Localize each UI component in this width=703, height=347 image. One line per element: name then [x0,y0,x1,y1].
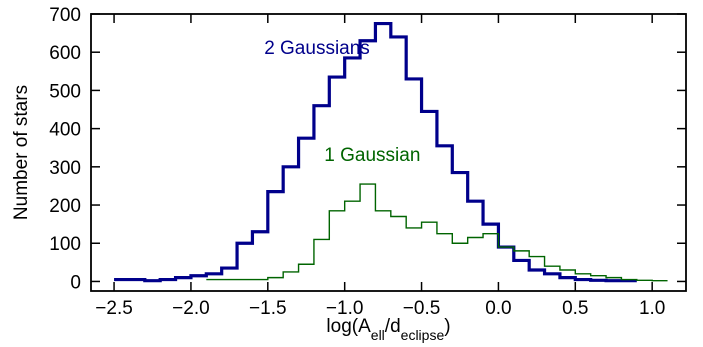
series-line-two-gaussians [114,21,637,283]
y-tick-label: 700 [49,5,81,26]
ticks-layer: −2.5 −2.0 −1.5 −1.0 −0.5 0.0 0.5 1.0 0 100 200 300 4… [49,5,686,319]
x-tick-label: 0.0 [485,298,511,319]
y-tick-label: 100 [49,234,81,255]
y-tick-label: 500 [49,81,81,102]
series-layer [114,21,668,283]
x-tick-label: −2.5 [95,298,133,319]
y-tick-label: 600 [49,43,81,64]
x-tick-label: −1.5 [249,298,287,319]
plot-area: −2.5 −2.0 −1.5 −1.0 −0.5 0.0 0.5 1.0 0 100 200 300 4… [49,5,687,319]
x-tick-label: −2.0 [172,298,210,319]
y-tick-label: 0 [70,272,81,293]
y-tick-label: 300 [49,158,81,179]
plot-frame [90,13,687,292]
annotation-one-gaussian: 1 Gaussian [324,145,420,166]
y-axis-label: Number of stars [11,85,32,220]
annotation-layer: 2 Gaussians 1 Gaussian [264,38,420,166]
x-axis-label: log(Aell/declipse) [326,316,450,343]
x-tick-label: −1.0 [326,298,364,319]
x-tick-label: −0.5 [403,298,441,319]
y-tick-label: 200 [49,196,81,217]
annotation-two-gaussians: 2 Gaussians [264,38,370,59]
x-tick-label: 1.0 [639,298,665,319]
x-tick-label: 0.5 [562,298,588,319]
y-tick-label: 400 [49,120,81,141]
series-line-one-gaussian [206,183,668,282]
